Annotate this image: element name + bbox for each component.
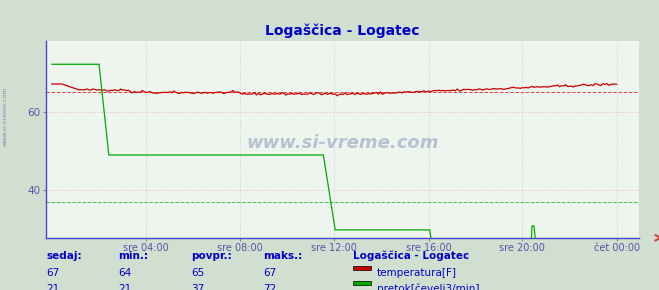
Text: 67: 67 — [46, 268, 59, 278]
Text: Logaščica - Logatec: Logaščica - Logatec — [353, 251, 469, 261]
Text: temperatura[F]: temperatura[F] — [377, 268, 457, 278]
Text: 21: 21 — [46, 284, 59, 290]
Text: 21: 21 — [119, 284, 132, 290]
Text: www.si-vreme.com: www.si-vreme.com — [3, 86, 8, 146]
Title: Logaščica - Logatec: Logaščica - Logatec — [266, 23, 420, 38]
Text: 37: 37 — [191, 284, 204, 290]
Text: maks.:: maks.: — [264, 251, 303, 261]
Text: www.si-vreme.com: www.si-vreme.com — [246, 134, 439, 152]
Text: sedaj:: sedaj: — [46, 251, 82, 261]
Text: 64: 64 — [119, 268, 132, 278]
Text: 72: 72 — [264, 284, 277, 290]
Text: pretok[čevelj3/min]: pretok[čevelj3/min] — [377, 284, 480, 290]
Text: 67: 67 — [264, 268, 277, 278]
Text: min.:: min.: — [119, 251, 149, 261]
Text: povpr.:: povpr.: — [191, 251, 232, 261]
Text: 65: 65 — [191, 268, 204, 278]
